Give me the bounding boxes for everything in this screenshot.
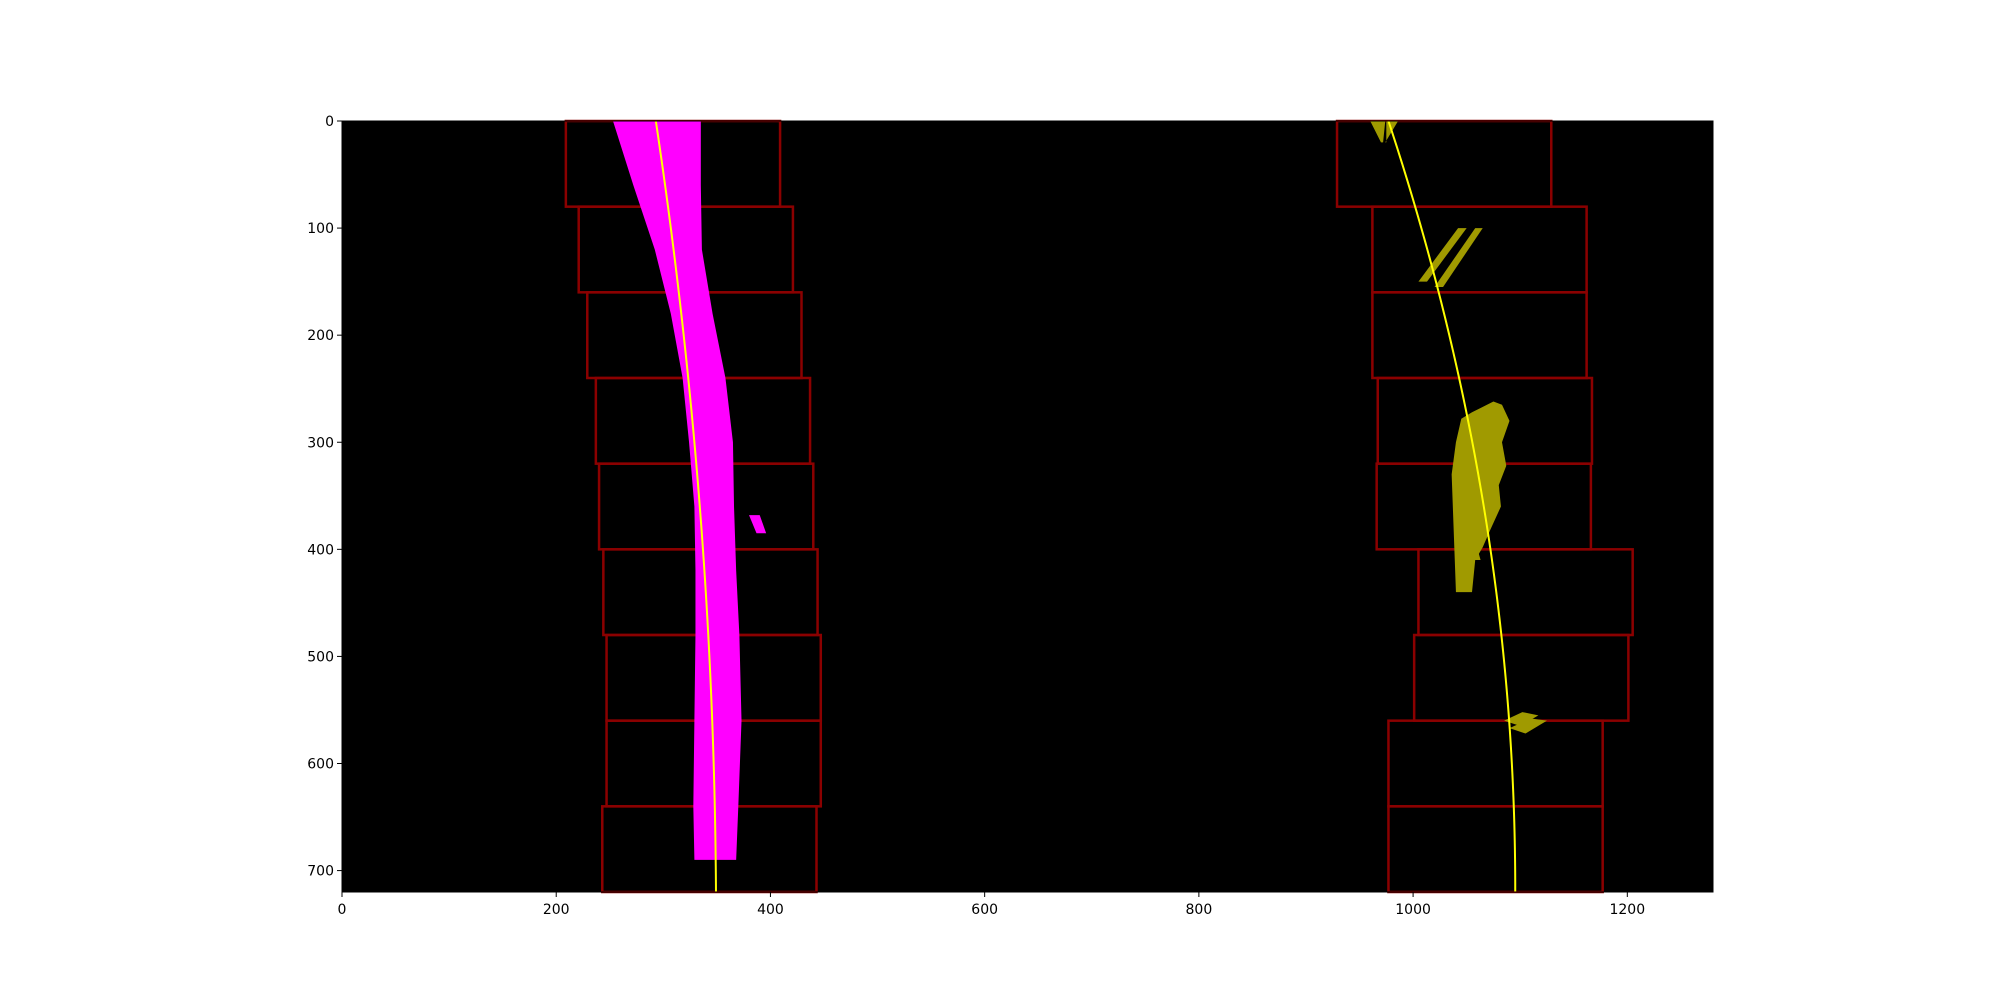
right-lane-pixels-0 [1364, 121, 1386, 143]
fit-line-right [1387, 120, 1517, 893]
right-lane-pixels-2 [1418, 228, 1467, 282]
x-tick-label: 1200 [1609, 902, 1645, 918]
y-tick-label: 400 [307, 542, 334, 558]
y-tick-label: 0 [325, 114, 334, 130]
y-tick-label: 200 [307, 328, 334, 344]
x-axis: 0 200 400 600 800 1000 1200 [338, 892, 1645, 918]
right-lane-pixels-5 [1468, 540, 1481, 561]
x-tick-label: 600 [971, 902, 998, 918]
right-lane-pixels-4 [1451, 401, 1510, 593]
y-tick-label: 700 [307, 864, 334, 880]
y-tick-label: 500 [307, 649, 334, 665]
right-lane-pixels-3 [1434, 228, 1483, 287]
x-tick-label: 800 [1186, 902, 1213, 918]
right-lane-pixels-6 [1504, 712, 1539, 727]
right-lane-pixels-7 [1509, 718, 1547, 734]
x-tick-label: 0 [338, 902, 347, 918]
y-tick-label: 300 [307, 435, 334, 451]
y-tick-label: 600 [307, 757, 334, 773]
x-tick-label: 400 [757, 902, 784, 918]
fit-lines [654, 120, 1517, 893]
plot-background [342, 121, 1713, 892]
fit-line-left [654, 120, 717, 893]
y-tick-label: 100 [307, 221, 334, 237]
left-lane-pixels-1 [749, 515, 767, 534]
plot-area [341, 119, 1714, 894]
x-tick-label: 1000 [1395, 902, 1431, 918]
x-tick-label: 200 [543, 902, 570, 918]
right-lane-pixels-1 [1385, 121, 1399, 143]
y-axis: 0 100 200 300 400 500 600 700 [307, 114, 342, 880]
plot-frame [341, 120, 1714, 893]
